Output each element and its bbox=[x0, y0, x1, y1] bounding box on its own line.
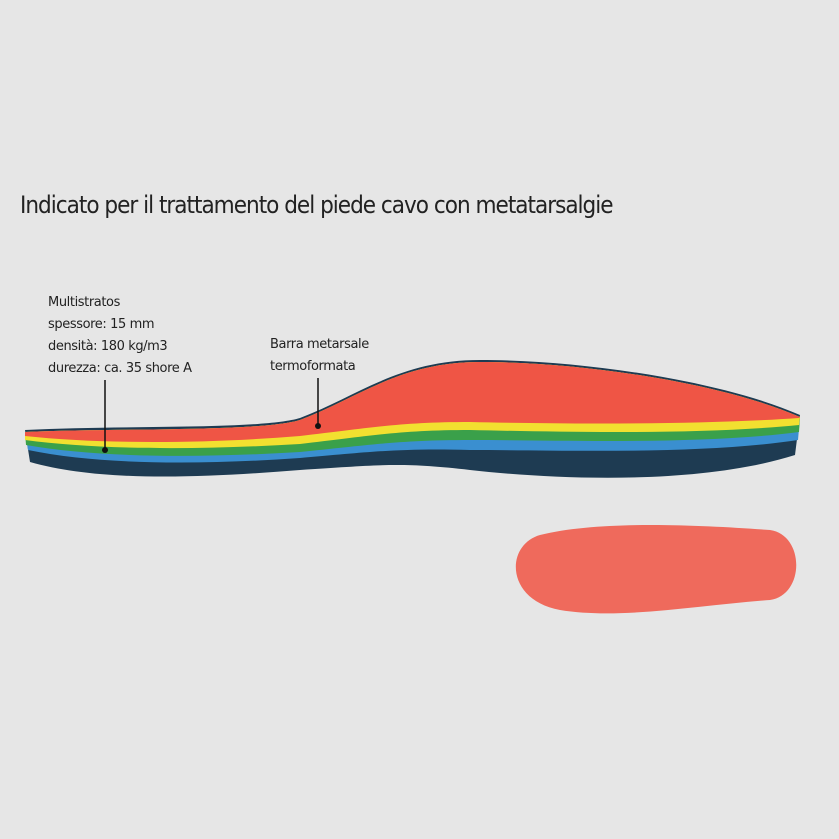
callout-line: termoformata bbox=[270, 359, 355, 374]
callout-bar: Barra metarsale termoformata bbox=[270, 337, 370, 429]
insole-top bbox=[515, 525, 797, 614]
callout-line: durezza: ca. 35 shore A bbox=[48, 361, 192, 376]
callout-line: densità: 180 kg/m3 bbox=[48, 339, 167, 354]
callout-layers: Multistratos spessore: 15 mm densità: 18… bbox=[48, 295, 192, 453]
callout-line: spessore: 15 mm bbox=[48, 317, 154, 332]
insole-side bbox=[25, 360, 800, 478]
title: Indicato per il trattamento del piede ca… bbox=[20, 191, 613, 219]
callout-line: Multistratos bbox=[48, 295, 121, 310]
callout-line: Barra metarsale bbox=[270, 337, 369, 352]
